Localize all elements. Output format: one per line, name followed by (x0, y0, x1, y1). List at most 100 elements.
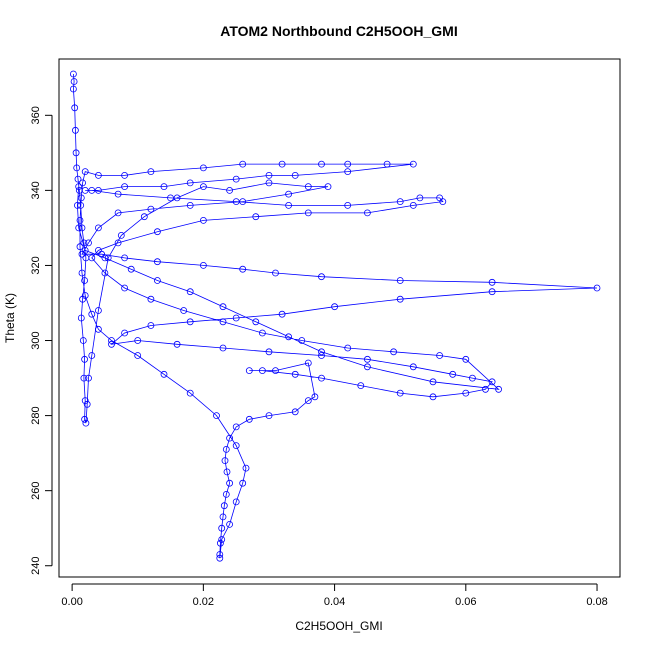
data-point (104, 254, 112, 262)
data-point (258, 329, 266, 337)
data-point (81, 397, 89, 405)
data-point (239, 198, 247, 206)
x-tick-label: 0.02 (193, 596, 214, 608)
data-point (95, 307, 102, 314)
data-point (108, 337, 115, 344)
data-point (114, 239, 122, 247)
y-tick-label: 240 (30, 557, 42, 575)
data-point (218, 524, 226, 532)
data-point (232, 198, 240, 206)
data-point (265, 412, 273, 420)
data-point (147, 205, 155, 213)
data-point (153, 277, 161, 284)
data-point (199, 164, 207, 172)
data-point (74, 201, 81, 209)
data-point (72, 149, 80, 157)
data-point (239, 160, 247, 168)
data-point (226, 186, 234, 194)
data-point (436, 352, 444, 359)
data-point (429, 378, 437, 386)
data-point (95, 246, 102, 254)
data-point (304, 183, 312, 191)
data-point (134, 352, 142, 359)
data-point (298, 337, 306, 344)
data-point (80, 239, 88, 247)
data-point (429, 393, 437, 401)
data-point (363, 209, 371, 217)
data-point (134, 337, 142, 344)
data-point (265, 179, 273, 187)
data-point (88, 310, 96, 318)
data-point (318, 348, 325, 356)
data-point (488, 378, 496, 386)
data-point (70, 85, 77, 93)
data-point (232, 175, 240, 183)
chart-title: ATOM2 Northbound C2H5OOH_GMI (220, 23, 457, 39)
data-point (222, 445, 230, 453)
y-tick-label: 360 (30, 106, 42, 124)
data-point (291, 408, 299, 416)
data-point (226, 479, 234, 487)
data-point (70, 78, 78, 85)
data-point (88, 186, 96, 194)
data-point (245, 415, 253, 423)
data-point (147, 322, 155, 329)
data-point (363, 363, 371, 371)
data-point (363, 355, 371, 363)
y-tick-label: 260 (30, 481, 42, 499)
x-tick-label: 0.08 (586, 596, 607, 608)
data-point (95, 325, 102, 333)
data-point (272, 367, 279, 375)
data-point (70, 70, 77, 78)
data-point (78, 224, 86, 232)
data-point (223, 468, 231, 476)
data-point (318, 352, 325, 359)
data-point (101, 269, 109, 277)
data-point (74, 175, 82, 183)
data-point (409, 201, 417, 209)
data-point (76, 243, 84, 251)
data-point (304, 209, 312, 217)
data-point (186, 201, 194, 209)
data-point (199, 216, 207, 224)
data-point (265, 171, 273, 179)
x-tick-label: 0.04 (324, 596, 345, 608)
data-point (593, 284, 601, 292)
x-tick-label: 0.00 (61, 596, 82, 608)
data-point (218, 536, 226, 543)
data-point (278, 310, 286, 318)
data-point (73, 164, 81, 172)
data-point (396, 389, 404, 397)
series-layer (70, 70, 601, 562)
data-point (80, 374, 88, 382)
data-point (344, 344, 352, 352)
data-point (77, 314, 85, 322)
data-point (245, 367, 253, 375)
data-point (81, 292, 89, 299)
data-point (291, 171, 299, 179)
data-point (291, 370, 299, 378)
data-point (153, 228, 161, 236)
data-point (390, 348, 398, 356)
data-point (232, 314, 240, 322)
data-point (265, 348, 273, 356)
data-point (75, 224, 83, 232)
data-point (88, 352, 96, 359)
data-point (252, 213, 260, 221)
data-point (72, 126, 79, 134)
data-point (114, 209, 122, 217)
data-point (216, 554, 224, 562)
data-point (383, 160, 391, 168)
data-point (232, 423, 240, 431)
data-point (278, 160, 286, 168)
data-point (318, 374, 325, 382)
data-point (121, 254, 128, 262)
y-tick-label: 300 (30, 331, 42, 349)
data-point (219, 344, 227, 352)
data-point (83, 400, 91, 408)
data-point (304, 359, 312, 367)
y-tick-label: 320 (30, 256, 42, 274)
data-point (81, 168, 89, 176)
data-point (416, 194, 424, 202)
data-point (258, 367, 266, 375)
